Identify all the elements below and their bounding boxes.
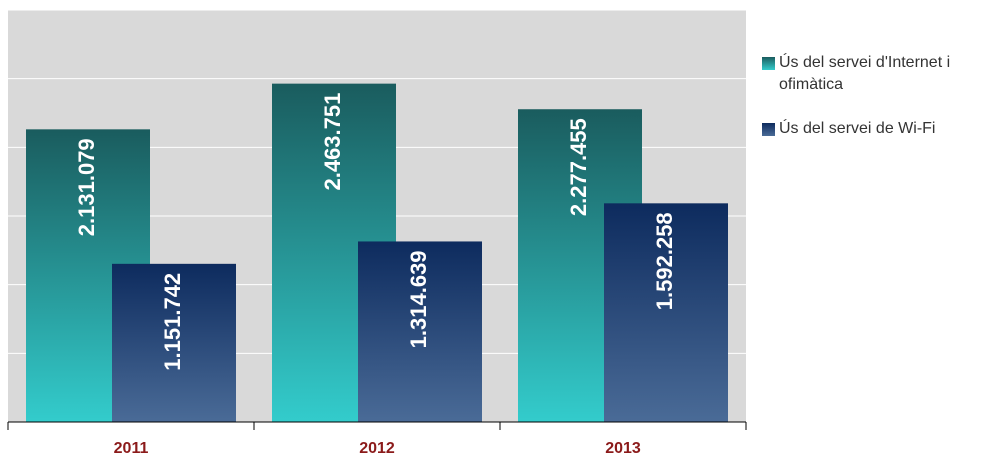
data-label: 1.592.258	[652, 212, 677, 310]
data-label: 2.131.079	[74, 138, 99, 236]
legend-label: Ús del servei de Wi-Fi	[779, 120, 936, 137]
bar	[604, 203, 728, 422]
data-label: 1.151.742	[160, 273, 185, 371]
x-tick-label: 2011	[114, 440, 149, 457]
legend-item: Ús del servei de Wi-Fi	[762, 118, 982, 140]
bar	[358, 241, 482, 422]
legend-item: Ús del servei d'Internet i ofimàtica	[762, 52, 982, 96]
data-label: 2.277.455	[566, 118, 591, 216]
x-tick-label: 2013	[605, 440, 641, 457]
legend: Ús del servei d'Internet i ofimàtica Ús d…	[762, 52, 982, 162]
legend-swatch	[762, 123, 775, 136]
bar	[112, 263, 236, 422]
legend-swatch	[762, 57, 775, 70]
legend-label: Ús del servei d'Internet i ofimàtica	[779, 54, 951, 93]
x-tick-label: 2012	[359, 440, 395, 457]
data-label: 1.314.639	[406, 250, 431, 348]
data-label: 2.463.751	[320, 93, 345, 191]
